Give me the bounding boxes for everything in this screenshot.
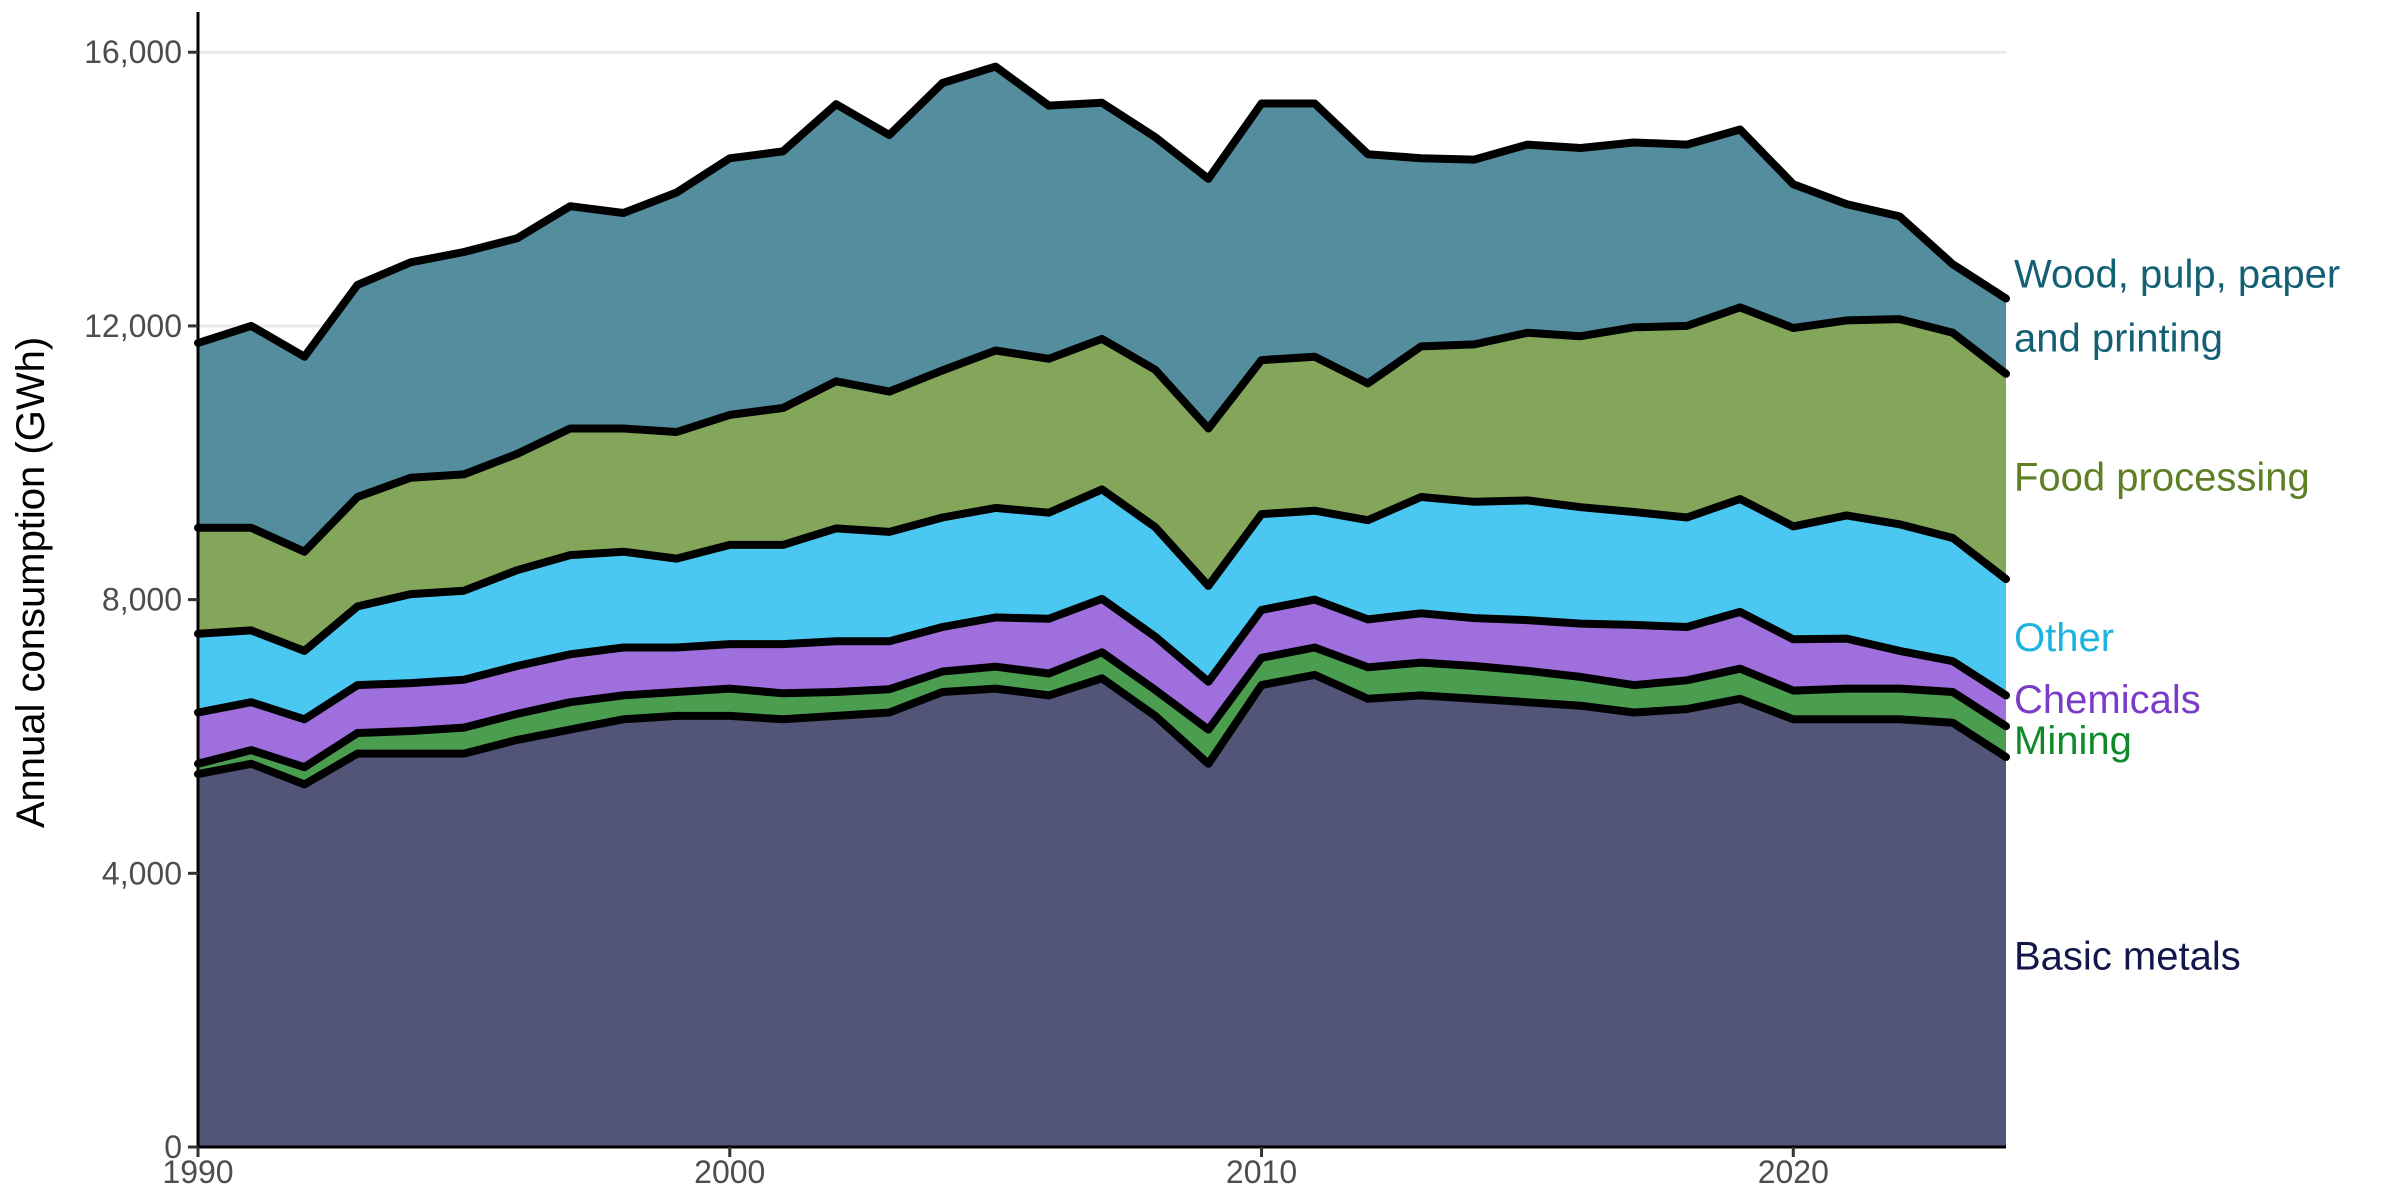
line-other [194, 485, 2010, 655]
x-tick-label: 1990 [162, 1154, 233, 1190]
area-basic-metals [198, 674, 2006, 1147]
series-label-wood-pulp-paper-and-printing: and printing [2014, 316, 2223, 360]
y-tick-label: 8,000 [102, 582, 182, 618]
line-basic-metals [194, 670, 2010, 789]
area-chemicals [198, 598, 2006, 768]
x-tick-label: 2020 [1758, 1154, 1829, 1190]
line-mining [194, 643, 2010, 772]
series-label-basic-metals: Basic metals [2014, 934, 2241, 978]
y-tick-label: 16,000 [84, 34, 182, 70]
y-tick-label: 4,000 [102, 855, 182, 891]
series-label-wood-pulp-paper-and-printing: Wood, pulp, paper [2014, 252, 2340, 296]
line-food-processing [194, 303, 2010, 556]
x-tick-label: 2010 [1226, 1154, 1297, 1190]
series-label-other: Other [2014, 616, 2114, 660]
area-series [198, 66, 2006, 1147]
area-food-processing [198, 307, 2006, 651]
series-label-chemicals: Chemicals [2014, 678, 2201, 722]
area-wood-pulp-paper-and-printing [198, 66, 2006, 552]
area-other [198, 489, 2006, 720]
line-wood-pulp-paper-and-printing [194, 62, 2010, 361]
y-axis-title: Annual consumption (GWh) [9, 337, 53, 828]
line-chemicals [194, 594, 2010, 724]
series-label-food-processing: Food processing [2014, 455, 2310, 499]
series-outlines [194, 62, 2010, 789]
y-tick-label: 0 [164, 1129, 182, 1165]
series-label-mining: Mining [2014, 719, 2132, 763]
y-tick-label: 12,000 [84, 308, 182, 344]
x-tick-label: 2000 [694, 1154, 765, 1190]
axes: 0 4,000 8,000 12,000 16,000 1990 2000 2010 2020 [84, 12, 2006, 1190]
area-mining [198, 647, 2006, 785]
